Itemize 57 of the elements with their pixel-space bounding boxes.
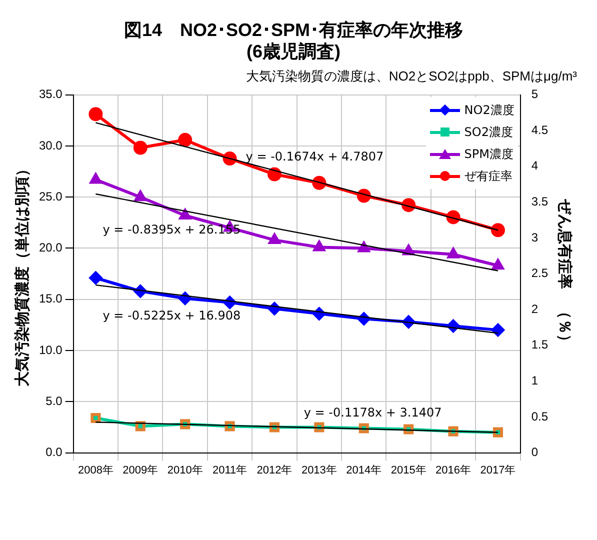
y2-tick-label: 0 bbox=[531, 445, 538, 460]
legend-label: NO2濃度 bbox=[464, 102, 514, 119]
point bbox=[358, 242, 370, 252]
x-tick-label: 2016年 bbox=[436, 464, 472, 476]
y2-axis-title: ぜん息有症率 （％） bbox=[556, 198, 574, 349]
y-tick-label: 25.0 bbox=[38, 189, 63, 204]
annotation: y = -0.5225x + 16.908 bbox=[102, 308, 241, 322]
x-tick-label: 2010年 bbox=[167, 464, 203, 476]
y-tick-label: 20.0 bbox=[38, 240, 63, 255]
point bbox=[492, 259, 504, 270]
y-tick-label: 5.0 bbox=[46, 394, 63, 408]
point bbox=[88, 107, 103, 122]
x-tick-label: 2017年 bbox=[480, 464, 516, 476]
y2-tick-label: 3.5 bbox=[531, 194, 548, 209]
x-tick-label: 2009年 bbox=[122, 464, 158, 476]
point bbox=[89, 271, 102, 284]
annotation: y = -0.8395x + 26.155 bbox=[102, 222, 241, 237]
x-tick-label: 2012年 bbox=[256, 464, 292, 476]
y-tick-label: 30.0 bbox=[38, 138, 63, 152]
y-tick-label: 15.0 bbox=[38, 292, 63, 306]
legend-label: SPM濃度 bbox=[464, 146, 514, 163]
x-tick-label: 2014年 bbox=[346, 464, 382, 476]
x-tick-label: 2013年 bbox=[301, 464, 337, 476]
point bbox=[313, 240, 326, 252]
chart-title: 図14 NO2･SO2･SPM･有症率の年次推移 (6歳児調査) bbox=[124, 20, 464, 62]
legend-label: SO2濃度 bbox=[464, 124, 513, 141]
y-axis-title: 大気汚染物質濃度（単位は別項） bbox=[13, 161, 32, 386]
y2-tick-label: 1 bbox=[531, 374, 538, 388]
y2-tick-label: 2.5 bbox=[531, 266, 548, 280]
point bbox=[490, 223, 505, 238]
point bbox=[178, 132, 192, 147]
y-tick-label: 10.0 bbox=[38, 342, 63, 357]
annotation: y = -0.1178x + 3.1407 bbox=[304, 405, 442, 420]
x-tick-label: 2015年 bbox=[390, 464, 426, 476]
y-tick-label: 0.0 bbox=[46, 445, 63, 460]
y-tick-label: 35.0 bbox=[38, 87, 63, 102]
point bbox=[491, 324, 504, 337]
annotation: y = -0.1674x + 4.7807 bbox=[246, 149, 384, 164]
y2-tick-label: 4 bbox=[531, 158, 538, 173]
legend-label: ぜ有症率 bbox=[464, 168, 512, 185]
point bbox=[90, 412, 101, 424]
y2-tick-label: 4.5 bbox=[531, 122, 548, 137]
point bbox=[447, 248, 460, 258]
point bbox=[268, 234, 280, 244]
x-tick-label: 2008年 bbox=[78, 464, 114, 476]
point bbox=[267, 167, 282, 182]
y2-tick-label: 5 bbox=[531, 87, 538, 102]
y2-tick-label: 3 bbox=[531, 230, 538, 244]
chart-subtitle: 大気汚染物質の濃度は、NO2とSO2はppb、SPMはμg/m³ bbox=[246, 68, 578, 84]
y2-tick-label: 0.5 bbox=[531, 409, 548, 424]
point bbox=[90, 173, 102, 184]
y2-tick-label: 2 bbox=[531, 302, 538, 316]
point bbox=[134, 190, 146, 202]
point bbox=[179, 208, 191, 220]
x-tick-label: 2011年 bbox=[212, 464, 248, 476]
point bbox=[133, 140, 148, 155]
y2-tick-label: 1.5 bbox=[531, 338, 548, 352]
